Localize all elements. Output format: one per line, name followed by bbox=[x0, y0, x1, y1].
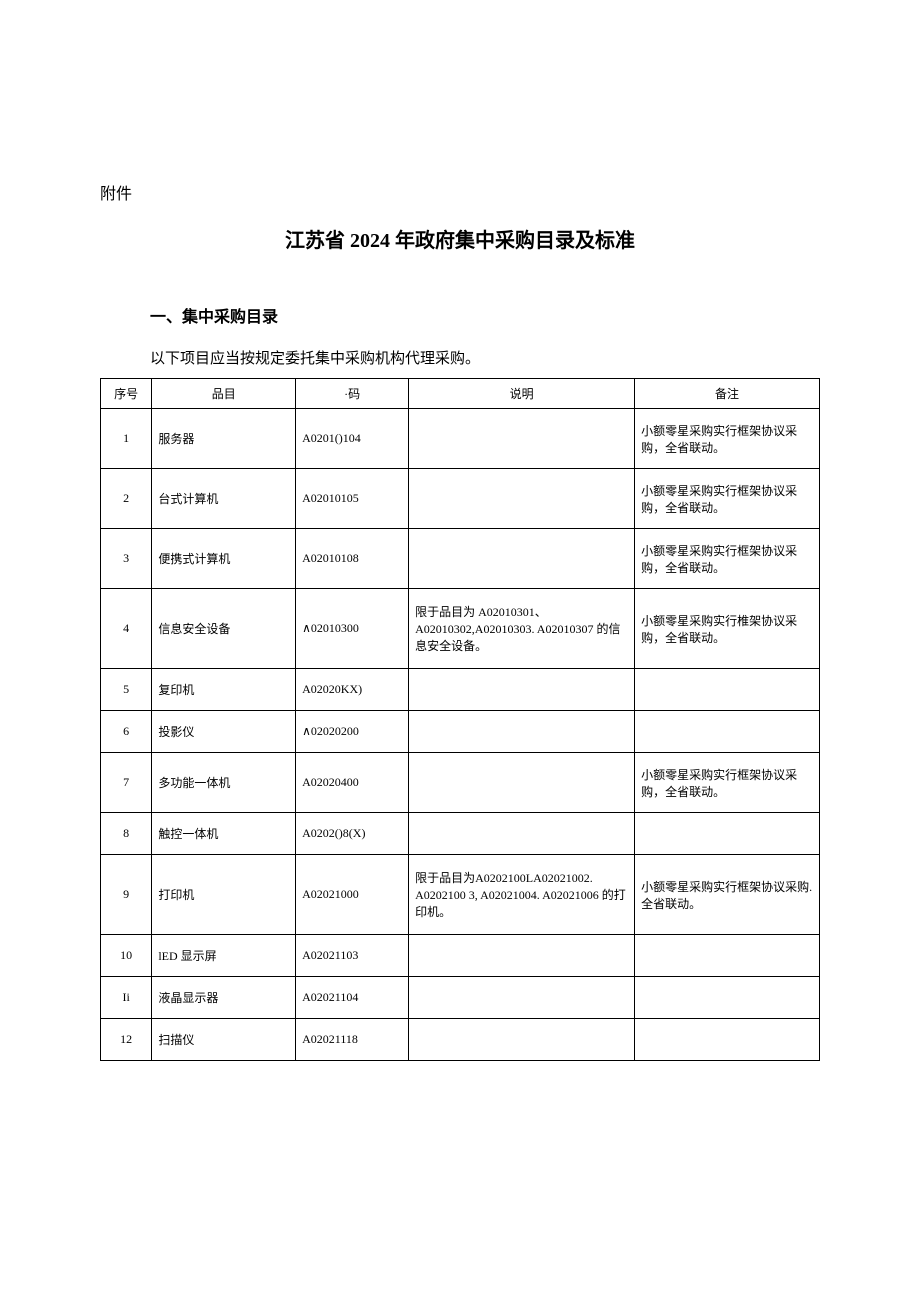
table-row: 1服务器A0201()104 小额零星采购实行框架协议采购，全省联动。 bbox=[101, 409, 820, 469]
cell-code: A02020KX) bbox=[296, 669, 409, 711]
table-row: 7多功能一体机A02020400 小额零星采购实行框架协议采购，全省联动。 bbox=[101, 753, 820, 813]
cell-seq: 12 bbox=[101, 1019, 152, 1061]
table-row: 3便携式计算机A02010108 小额零星采购实行框架协议采购，全省联动。 bbox=[101, 529, 820, 589]
cell-code: A02020400 bbox=[296, 753, 409, 813]
cell-code: A02021104 bbox=[296, 977, 409, 1019]
cell-remark: 小额零星采购实行框架协议采购，全省联动。 bbox=[635, 409, 820, 469]
cell-remark bbox=[635, 711, 820, 753]
table-row: 10lED 显示屏A02021103 bbox=[101, 935, 820, 977]
cell-seq: Ii bbox=[101, 977, 152, 1019]
cell-item: 多功能一体机 bbox=[152, 753, 296, 813]
cell-seq: 10 bbox=[101, 935, 152, 977]
procurement-table: 序号 品目 ·码 说明 备注 1服务器A0201()104 小额零星采购实行框架协… bbox=[100, 378, 820, 1061]
cell-seq: 2 bbox=[101, 469, 152, 529]
cell-desc bbox=[409, 469, 635, 529]
cell-remark: 小额零星采购实行框架协议采购，全省联动。 bbox=[635, 469, 820, 529]
cell-desc bbox=[409, 529, 635, 589]
cell-item: 打印机 bbox=[152, 855, 296, 935]
section-heading: 一、集中采购目录 bbox=[150, 303, 820, 327]
section-text: 以下项目应当按规定委托集中采购机构代理采购。 bbox=[150, 347, 820, 368]
cell-seq: 5 bbox=[101, 669, 152, 711]
cell-seq: 8 bbox=[101, 813, 152, 855]
cell-code: A02021118 bbox=[296, 1019, 409, 1061]
table-row: 6投影仪∧02020200 bbox=[101, 711, 820, 753]
cell-remark bbox=[635, 669, 820, 711]
cell-item: 触控一体机 bbox=[152, 813, 296, 855]
col-header-item: 品目 bbox=[152, 379, 296, 409]
cell-code: A0201()104 bbox=[296, 409, 409, 469]
cell-remark: 小额零星采购实行椎架协议采购，全省联动。 bbox=[635, 589, 820, 669]
cell-remark bbox=[635, 977, 820, 1019]
cell-item: 液晶显示器 bbox=[152, 977, 296, 1019]
cell-remark bbox=[635, 1019, 820, 1061]
table-row: 9打印机A02021000限于品目为A0202100LA02021002. A0… bbox=[101, 855, 820, 935]
cell-item: 服务器 bbox=[152, 409, 296, 469]
table-body: 1服务器A0201()104小额零星采购实行框架协议采购，全省联动。2台式计算机… bbox=[101, 409, 820, 1061]
col-header-seq: 序号 bbox=[101, 379, 152, 409]
attachment-label: 附件 bbox=[100, 180, 820, 204]
cell-desc bbox=[409, 669, 635, 711]
cell-code: ∧02010300 bbox=[296, 589, 409, 669]
cell-remark bbox=[635, 935, 820, 977]
cell-code: A02021103 bbox=[296, 935, 409, 977]
cell-item: 扫描仪 bbox=[152, 1019, 296, 1061]
cell-remark: 小额零星采购实行框架协议采购，全省联动。 bbox=[635, 753, 820, 813]
col-header-desc: 说明 bbox=[409, 379, 635, 409]
cell-item: lED 显示屏 bbox=[152, 935, 296, 977]
cell-item: 便携式计算机 bbox=[152, 529, 296, 589]
cell-desc bbox=[409, 1019, 635, 1061]
cell-item: 信息安全设备 bbox=[152, 589, 296, 669]
table-header-row: 序号 品目 ·码 说明 备注 bbox=[101, 379, 820, 409]
table-row: 12扫描仪A02021118 bbox=[101, 1019, 820, 1061]
table-row: 4信息安全设备∧02010300限于品目为 A02010301、A0201030… bbox=[101, 589, 820, 669]
cell-code: ∧02020200 bbox=[296, 711, 409, 753]
cell-seq: 6 bbox=[101, 711, 152, 753]
cell-seq: 9 bbox=[101, 855, 152, 935]
cell-seq: 4 bbox=[101, 589, 152, 669]
table-row: 8触控一体机A0202()8(X) bbox=[101, 813, 820, 855]
cell-seq: 1 bbox=[101, 409, 152, 469]
cell-desc bbox=[409, 977, 635, 1019]
col-header-remark: 备注 bbox=[635, 379, 820, 409]
cell-desc bbox=[409, 813, 635, 855]
cell-remark: 小额零星采购实行框架协议采购，全省联动。 bbox=[635, 529, 820, 589]
cell-desc bbox=[409, 711, 635, 753]
cell-desc: 限于品目为A0202100LA02021002. A0202100 3, A02… bbox=[409, 855, 635, 935]
cell-item: 台式计算机 bbox=[152, 469, 296, 529]
cell-item: 投影仪 bbox=[152, 711, 296, 753]
cell-remark bbox=[635, 813, 820, 855]
cell-desc bbox=[409, 409, 635, 469]
col-header-code: ·码 bbox=[296, 379, 409, 409]
table-row: 5复印机A02020KX) bbox=[101, 669, 820, 711]
cell-desc: 限于品目为 A02010301、A02010302,A02010303. A02… bbox=[409, 589, 635, 669]
cell-desc bbox=[409, 753, 635, 813]
table-row: 2台式计算机A02010105 小额零星采购实行框架协议采购，全省联动。 bbox=[101, 469, 820, 529]
document-title: 江苏省 2024 年政府集中采购目录及标准 bbox=[100, 224, 820, 253]
cell-code: A02010105 bbox=[296, 469, 409, 529]
cell-seq: 3 bbox=[101, 529, 152, 589]
cell-desc bbox=[409, 935, 635, 977]
cell-code: A0202()8(X) bbox=[296, 813, 409, 855]
cell-seq: 7 bbox=[101, 753, 152, 813]
cell-code: A02010108 bbox=[296, 529, 409, 589]
cell-item: 复印机 bbox=[152, 669, 296, 711]
table-row: Ii液晶显示器A02021104 bbox=[101, 977, 820, 1019]
cell-code: A02021000 bbox=[296, 855, 409, 935]
cell-remark: 小额零星采购实行框架协议采购.全省联动。 bbox=[635, 855, 820, 935]
